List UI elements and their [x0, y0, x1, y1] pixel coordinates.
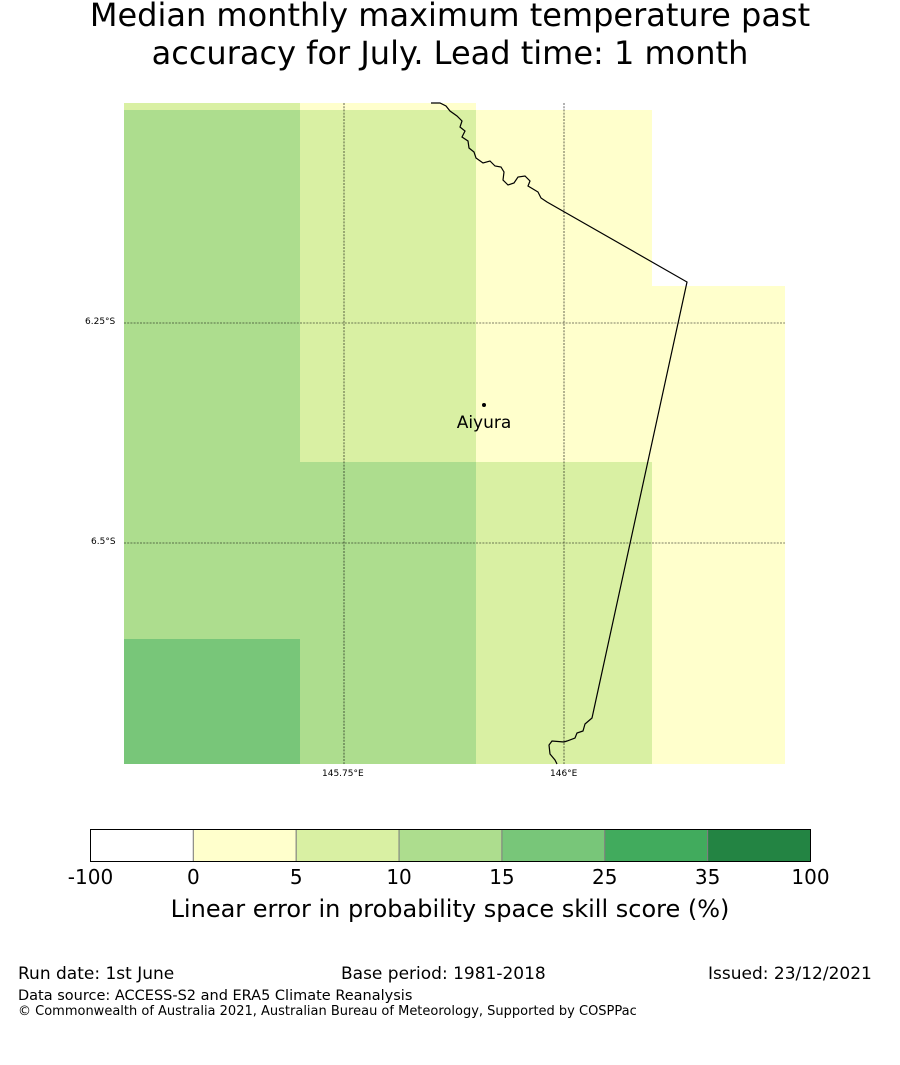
cell — [124, 639, 300, 764]
colorbar-tick-label: 10 — [386, 865, 412, 889]
colorbar-swatch — [398, 829, 503, 862]
colorbar-swatch — [501, 829, 606, 862]
colorbar-tick-label: 15 — [489, 865, 515, 889]
place-marker — [482, 403, 486, 407]
colorbar-tick-label: 35 — [694, 865, 721, 889]
colorbar — [90, 829, 812, 862]
base-period: Base period: 1981-2018 — [341, 964, 546, 984]
colorbar-swatch — [192, 829, 297, 862]
cell — [124, 110, 300, 639]
lat-tick-label: 6.5°S — [91, 537, 116, 547]
colorbar-frame — [90, 829, 811, 862]
skill-score-map: Aiyura — [124, 102, 785, 765]
cell — [300, 110, 476, 462]
lon-tick-label: 146°E — [550, 769, 578, 779]
place-label: Aiyura — [457, 413, 512, 433]
lat-tick-label: 6.25°S — [85, 317, 116, 327]
cell — [124, 103, 300, 110]
cell — [300, 103, 476, 110]
colorbar-swatch — [707, 829, 812, 862]
cell — [300, 462, 476, 764]
skill-cells — [124, 103, 785, 764]
colorbar-swatch — [295, 829, 400, 862]
gridlines — [124, 103, 785, 764]
colorbar-tick-label: 0 — [186, 865, 200, 889]
copyright: © Commonwealth of Australia 2021, Austra… — [18, 1004, 637, 1019]
data-source: Data source: ACCESS-S2 and ERA5 Climate … — [18, 988, 413, 1004]
colorbar-tick-label: -100 — [67, 865, 114, 889]
map-title-line-2: accuracy for July. Lead time: 1 month — [151, 34, 749, 72]
map-title-line-1: Median monthly maximum temperature past — [89, 0, 811, 34]
colorbar-swatches — [90, 829, 812, 862]
run-date: Run date: 1st June — [18, 964, 175, 984]
colorbar-title: Linear error in probability space skill … — [170, 895, 730, 923]
lon-tick-label: 145.75°E — [322, 769, 364, 779]
colorbar-tick-label: 5 — [289, 865, 303, 889]
colorbar-swatch — [90, 829, 194, 862]
cell — [652, 286, 785, 764]
colorbar-swatch — [604, 829, 709, 862]
issued-date: Issued: 23/12/2021 — [708, 964, 872, 984]
colorbar-tick-label: 25 — [592, 865, 618, 889]
colorbar-tick-label: 100 — [791, 865, 830, 889]
province-boundary — [431, 102, 688, 765]
